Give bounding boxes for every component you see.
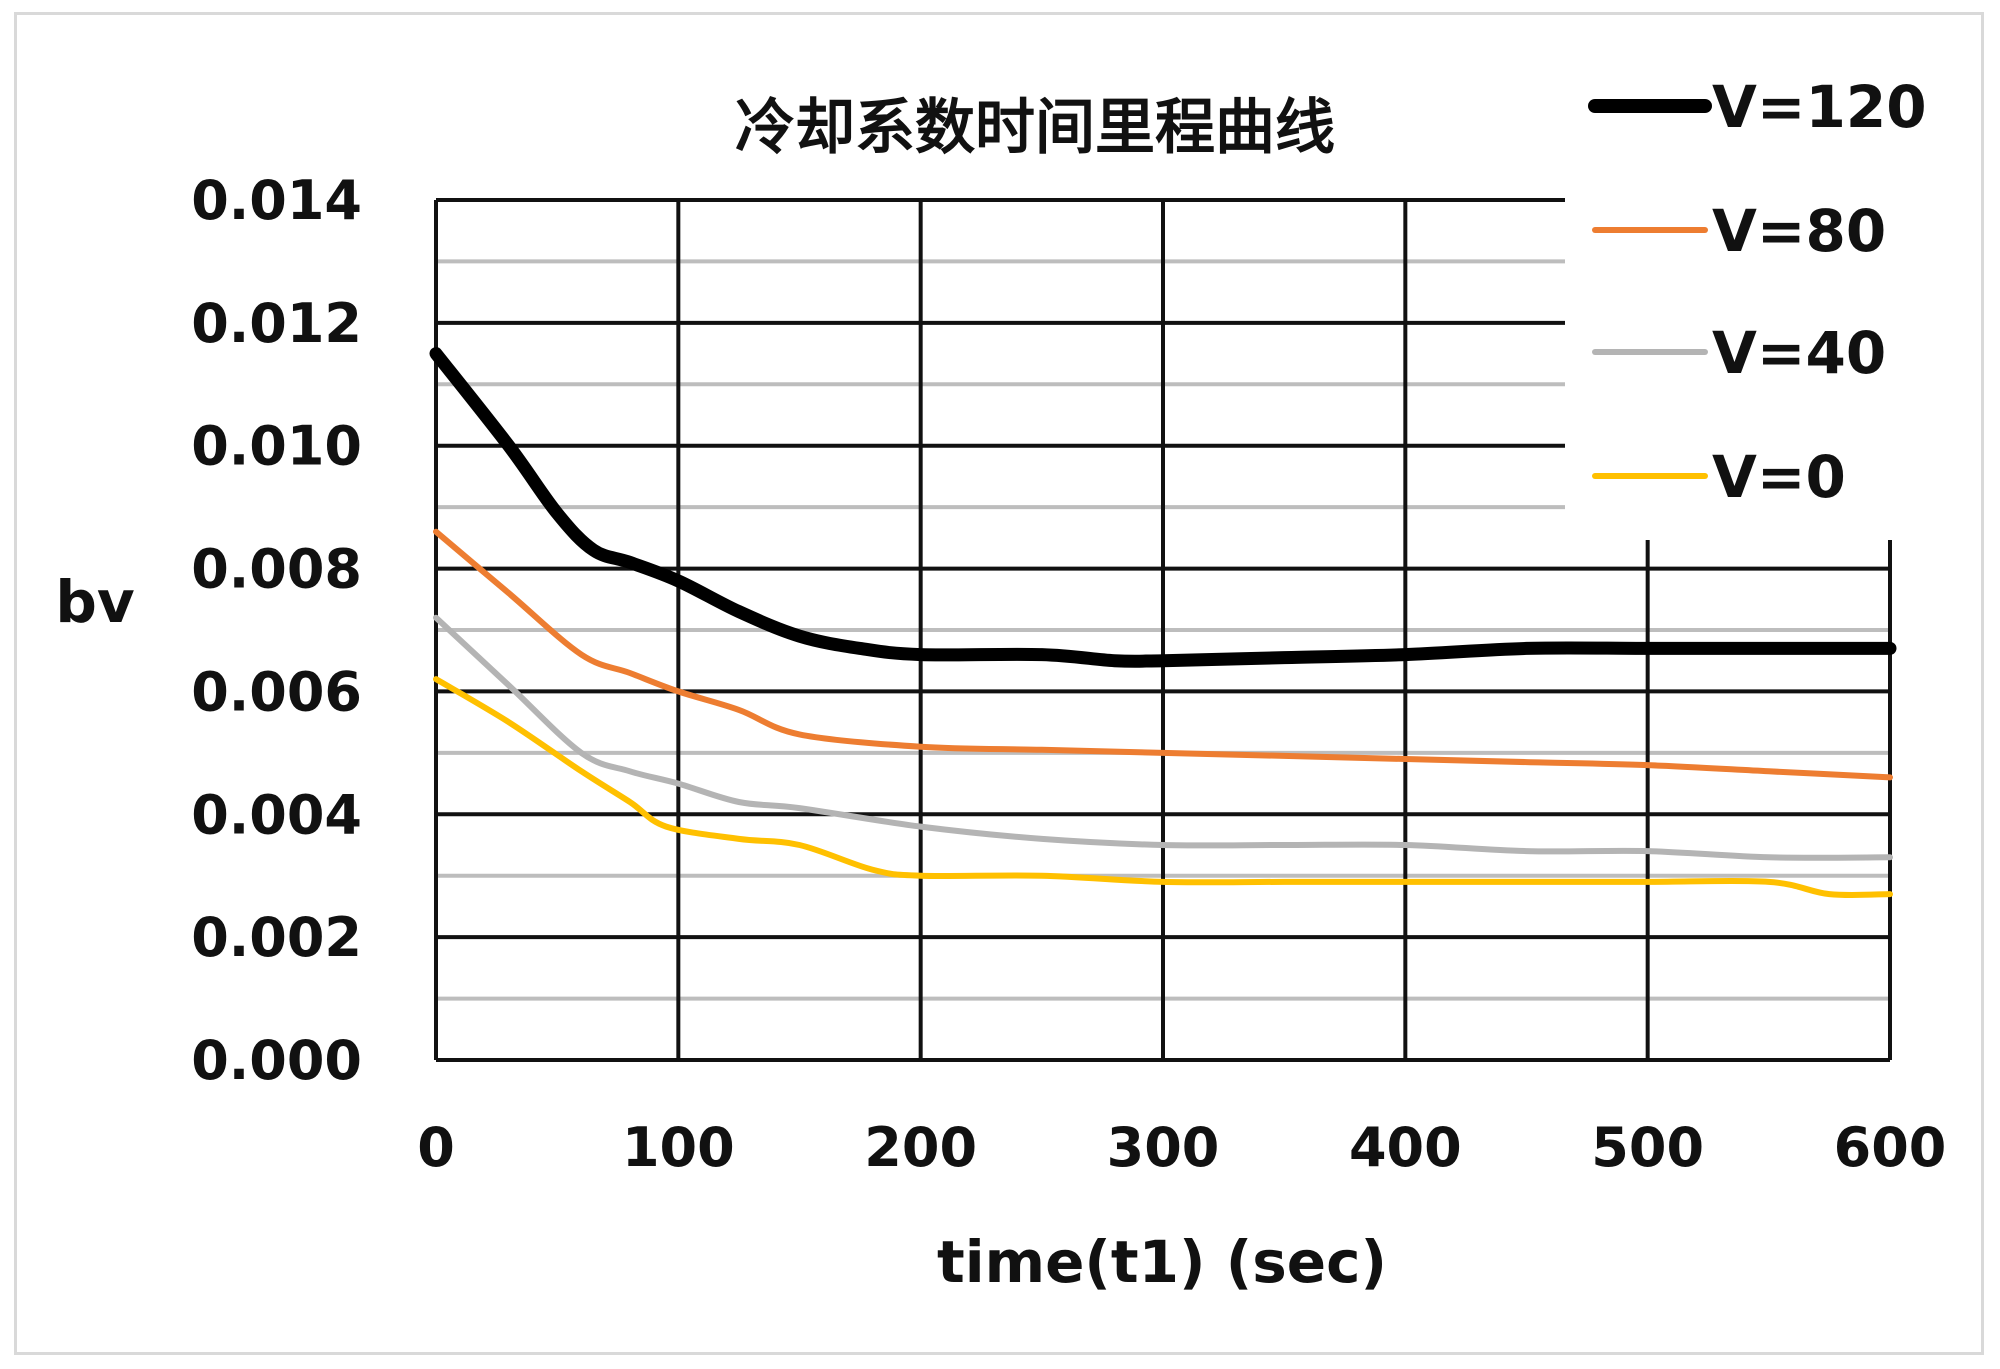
y-tick-label: 0.004 [191, 783, 362, 846]
x-tick-labels: 0 100 200 300 400 500 600 [417, 1116, 1946, 1179]
x-axis-label: time(t1) (sec) [937, 1228, 1387, 1296]
y-tick-label: 0.002 [191, 906, 362, 969]
y-tick-label: 0.014 [191, 169, 362, 232]
x-tick-label: 100 [622, 1116, 735, 1179]
legend-label: V=120 [1712, 73, 1927, 141]
series-line-v-0 [433, 676, 1893, 899]
legend: V=120 V=80 V=40 V=0 [1588, 73, 1927, 511]
chart-frame [14, 12, 1984, 1355]
x-tick-label: 0 [417, 1116, 455, 1179]
y-tick-label: 0.000 [191, 1029, 362, 1092]
series-line-v-80 [433, 528, 1893, 781]
grid [434, 198, 1892, 1062]
series-line-v-120 [429, 347, 1897, 668]
y-tick-labels: 0.000 0.002 0.004 0.006 0.008 0.010 0.012 0.014 [191, 169, 362, 1092]
legend-label: V=40 [1712, 319, 1886, 387]
series-lines [429, 347, 1897, 899]
x-tick-label: 300 [1107, 1116, 1220, 1179]
x-tick-label: 200 [864, 1116, 977, 1179]
y-tick-label: 0.006 [191, 660, 362, 723]
x-tick-label: 600 [1834, 1116, 1947, 1179]
chart-title: 冷却系数时间里程曲线 [735, 93, 1335, 163]
y-tick-label: 0.008 [191, 538, 362, 601]
x-tick-label: 500 [1591, 1116, 1704, 1179]
x-tick-label: 400 [1349, 1116, 1462, 1179]
y-tick-label: 0.010 [191, 415, 362, 478]
legend-label: V=80 [1712, 197, 1886, 265]
y-tick-label: 0.012 [191, 292, 362, 355]
series-line-v-40 [433, 614, 1893, 861]
legend-label: V=0 [1712, 443, 1846, 511]
y-axis-label: bv [55, 568, 134, 636]
